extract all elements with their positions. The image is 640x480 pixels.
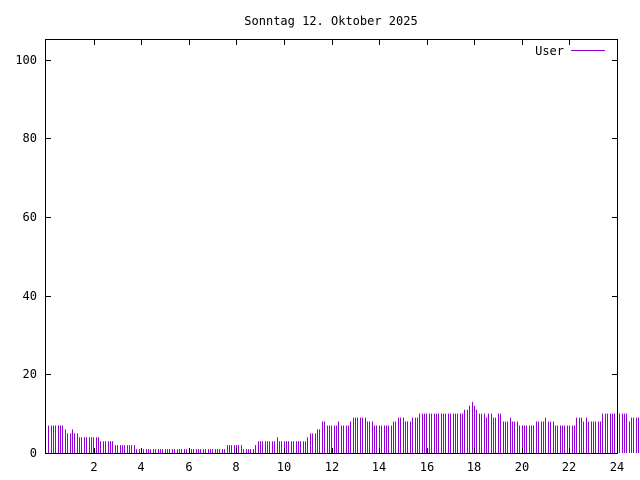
y-tick-label: 20 [23,367,37,381]
x-tick-label: 24 [610,460,624,474]
x-tick-label: 12 [325,460,339,474]
y-tick-label: 60 [23,210,37,224]
x-tick-label: 2 [90,460,97,474]
x-tick-label: 20 [515,460,529,474]
y-tick-label: 100 [15,53,37,67]
x-tick-label: 6 [185,460,192,474]
y-tick-label: 0 [30,446,37,460]
x-tick-label: 16 [420,460,434,474]
bar-series-user [48,401,639,453]
y-tick-label: 80 [23,131,37,145]
x-tick-label: 10 [277,460,291,474]
legend: User [535,44,605,58]
x-tick-label: 4 [137,460,144,474]
x-tick-label: 14 [372,460,386,474]
x-tick-label: 8 [232,460,239,474]
y-tick-label: 40 [23,289,37,303]
chart-title: Sonntag 12. Oktober 2025 [244,14,417,28]
legend-label-user: User [535,44,564,58]
x-tick-label: 18 [467,460,481,474]
x-tick-label: 22 [562,460,576,474]
plot-area-border [45,39,618,454]
